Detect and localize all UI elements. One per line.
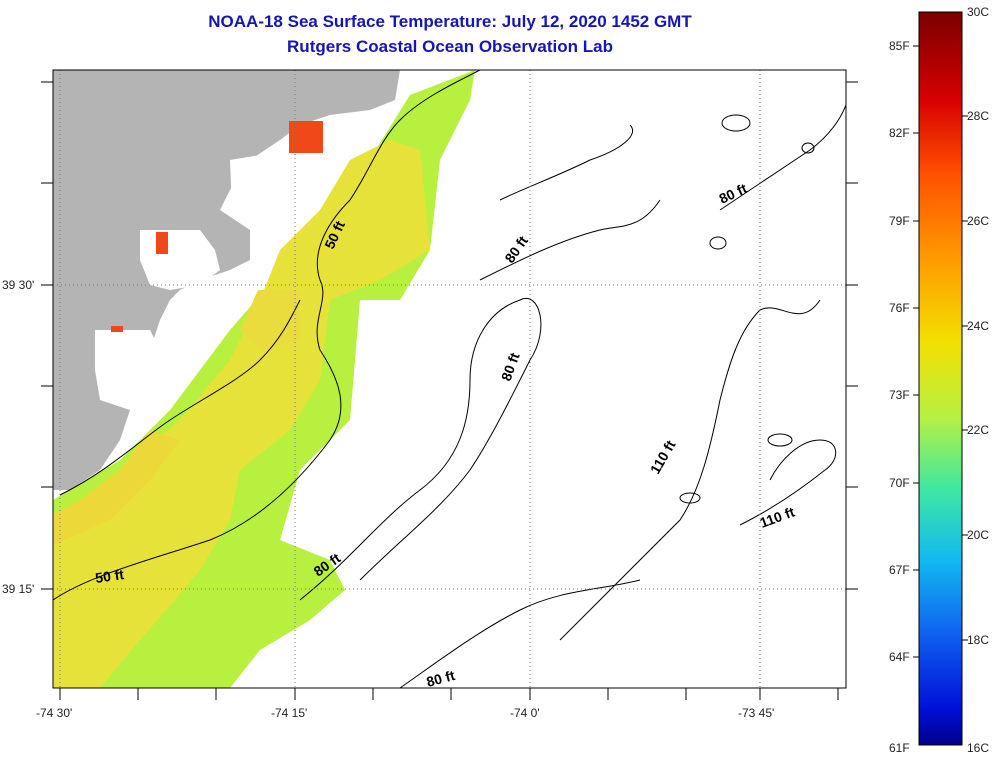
contour-label: 80 ft: [425, 667, 457, 690]
contour-label: 80 ft: [498, 350, 523, 383]
colorbar-f-label: 64F: [889, 650, 910, 664]
depth-contours: [53, 70, 846, 688]
land-mass: [53, 70, 400, 490]
colorbar-c-label: 16C: [967, 741, 989, 755]
y-tick-label: 39 30': [2, 278, 34, 292]
x-tick-label: -74 30': [36, 706, 72, 720]
colorbar-c-label: 28C: [967, 109, 989, 123]
grid: [53, 70, 846, 688]
colorbar-c-label: 20C: [967, 528, 989, 542]
colorbar-f-label: 79F: [889, 214, 910, 228]
colorbar-c-label: 26C: [967, 214, 989, 228]
land-bay-white-3: [230, 150, 300, 220]
sst-warm-core: [53, 430, 180, 545]
colorbar-ticks: [913, 45, 968, 658]
colorbar-f-label: 76F: [889, 301, 910, 315]
colorbar-f-label: 61F: [889, 741, 910, 755]
contour-label: 110 ft: [647, 437, 679, 476]
map-title: NOAA-18 Sea Surface Temperature: July 12…: [208, 12, 692, 31]
contour-label: 110 ft: [758, 503, 797, 530]
sst-warm-patch: [240, 290, 300, 350]
colorbar-c-label: 30C: [967, 5, 989, 19]
colorbar-c-label: 24C: [967, 319, 989, 333]
contour-label: 50 ft: [94, 566, 125, 586]
plot-frame: [52, 69, 847, 689]
sst-warm-region: [53, 140, 430, 688]
colorbar-c-label: 22C: [967, 423, 989, 437]
x-tick-label: -73 45': [738, 706, 774, 720]
colorbar-f-label: 82F: [889, 126, 910, 140]
colorbar: [918, 11, 963, 746]
y-tick-label: 39 15': [2, 582, 34, 596]
x-tick-label: -74 0': [510, 706, 540, 720]
colorbar-f-label: 70F: [889, 476, 910, 490]
colorbar-f-label: 73F: [889, 388, 910, 402]
sst-hot-spot: [156, 232, 168, 254]
plot-area: 50 ft 50 ft 80 ft 80 ft 80 ft 80 ft 80 f…: [53, 70, 846, 690]
map-subtitle: Rutgers Coastal Ocean Observation Lab: [287, 37, 613, 56]
sst-hot-spot: [289, 121, 323, 153]
land-bay-white-2: [95, 330, 165, 410]
contour-label: 80 ft: [717, 180, 750, 207]
colorbar-f-label: 85F: [889, 39, 910, 53]
colorbar-c-label: 18C: [967, 633, 989, 647]
colorbar-f-label: 67F: [889, 563, 910, 577]
sst-hot-spot: [111, 326, 123, 332]
x-tick-label: -74 15': [271, 706, 307, 720]
contour-label: 80 ft: [501, 233, 531, 266]
axis-ticks: [41, 81, 858, 700]
